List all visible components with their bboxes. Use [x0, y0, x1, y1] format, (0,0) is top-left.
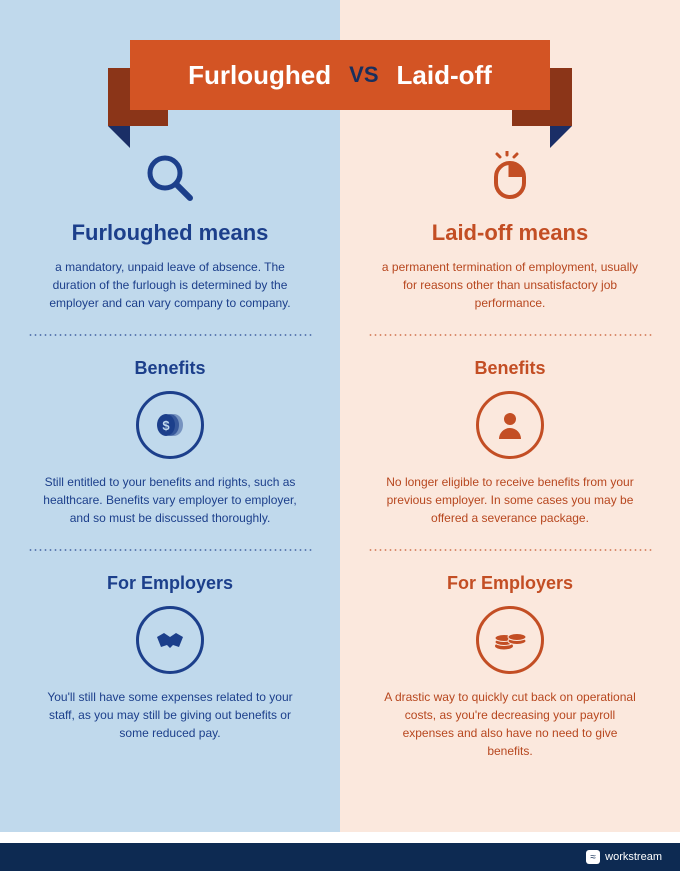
money-icon: $	[136, 391, 204, 459]
banner-title-left: Furloughed	[188, 60, 331, 91]
banner-main: Furloughed VS Laid-off	[130, 40, 550, 110]
right-section1-body: a permanent termination of employment, u…	[380, 258, 640, 312]
brand-mark-icon: ≈	[586, 850, 600, 864]
right-section2-title: Benefits	[368, 358, 652, 379]
footer-brand: ≈ workstream	[586, 850, 662, 864]
divider-dots	[28, 549, 312, 551]
left-section3-title: For Employers	[28, 573, 312, 594]
left-section1-body: a mandatory, unpaid leave of absence. Th…	[40, 258, 300, 312]
banner-vs: VS	[349, 62, 378, 88]
left-section1-title: Furloughed means	[28, 220, 312, 246]
left-section3-body: You'll still have some expenses related …	[40, 688, 300, 742]
banner-title-right: Laid-off	[397, 60, 492, 91]
right-section2-body: No longer eligible to receive benefits f…	[380, 473, 640, 527]
handshake-icon	[136, 606, 204, 674]
person-icon	[476, 391, 544, 459]
banner-fold-right	[550, 126, 572, 148]
right-section3-body: A drastic way to quickly cut back on ope…	[380, 688, 640, 760]
left-section2-title: Benefits	[28, 358, 312, 379]
divider-dots	[368, 549, 652, 551]
footer-brand-text: workstream	[605, 851, 662, 863]
footer-bar: ≈ workstream	[0, 843, 680, 871]
banner-fold-left	[108, 126, 130, 148]
divider-dots	[28, 334, 312, 336]
title-banner: Furloughed VS Laid-off	[130, 40, 550, 110]
divider-dots	[368, 334, 652, 336]
right-section3-title: For Employers	[368, 573, 652, 594]
coins-icon	[476, 606, 544, 674]
mouse-icon	[482, 150, 538, 206]
infographic-page: Furloughed VS Laid-off Furloughed means …	[0, 0, 680, 871]
right-section1-title: Laid-off means	[368, 220, 652, 246]
magnifier-icon	[142, 150, 198, 206]
svg-text:$: $	[162, 418, 170, 433]
left-section2-body: Still entitled to your benefits and righ…	[40, 473, 300, 527]
